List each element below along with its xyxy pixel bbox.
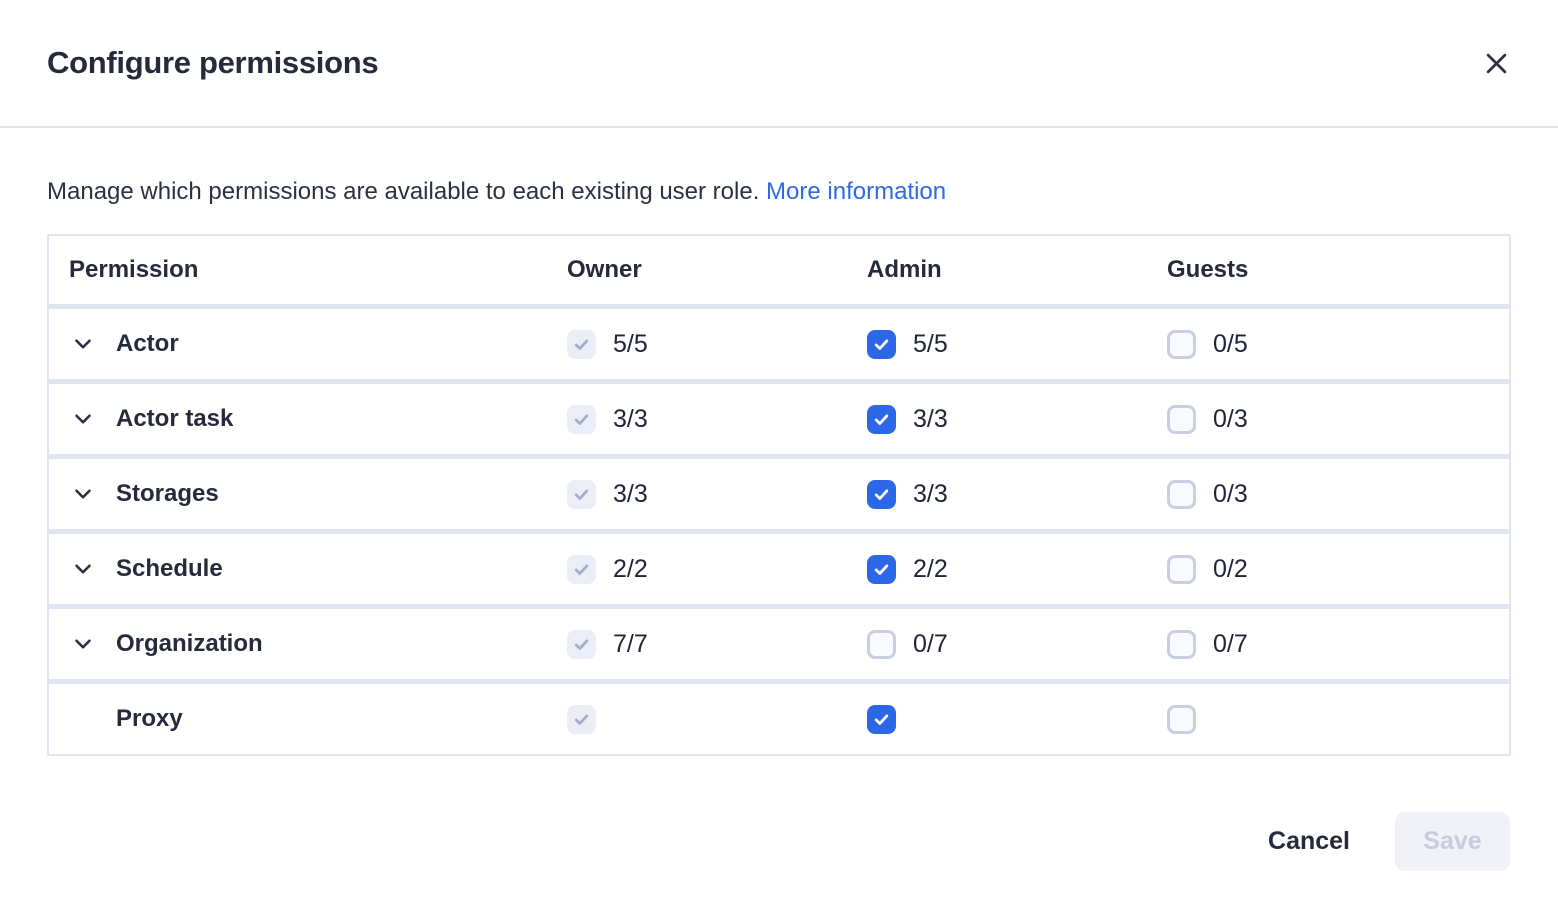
more-information-link[interactable]: More information (766, 178, 947, 205)
count-value: 0/7 (913, 629, 948, 658)
admin-cell: 3/3 (867, 404, 1167, 434)
close-button[interactable] (1473, 40, 1519, 86)
admin-cell (867, 704, 1167, 734)
owner-cell: 3/3 (567, 404, 867, 434)
modal-header: Configure permissions (0, 0, 1558, 128)
column-header-owner: Owner (567, 256, 642, 283)
chevron-down-icon[interactable] (70, 481, 96, 507)
table-row: Actor 5/5 5/5 0/5 (49, 304, 1509, 379)
guests-cell: 0/3 (1167, 479, 1509, 509)
count-value: 3/3 (913, 404, 948, 433)
guests-checkbox[interactable] (1167, 329, 1196, 359)
admin-checkbox[interactable] (867, 479, 896, 509)
admin-cell: 2/2 (867, 554, 1167, 584)
admin-checkbox[interactable] (867, 404, 896, 434)
permission-label: Organization (116, 630, 263, 657)
guests-checkbox[interactable] (1167, 479, 1196, 509)
admin-checkbox[interactable] (867, 554, 896, 584)
owner-checkbox (567, 404, 596, 434)
intro-text: Manage which permissions are available t… (47, 177, 1511, 207)
guests-cell: 0/7 (1167, 629, 1509, 659)
count-value: 2/2 (613, 554, 648, 583)
column-header-permission: Permission (69, 256, 199, 283)
admin-checkbox[interactable] (867, 329, 896, 359)
owner-cell (567, 704, 867, 734)
intro-description: Manage which permissions are available t… (47, 178, 760, 205)
owner-checkbox (567, 554, 596, 584)
guests-checkbox[interactable] (1167, 629, 1196, 659)
guests-cell (1167, 704, 1509, 734)
permission-label: Actor (116, 330, 179, 357)
count-value: 0/2 (1213, 554, 1248, 583)
permission-cell: Storages (49, 480, 567, 508)
permission-label: Proxy (116, 705, 183, 732)
guests-checkbox[interactable] (1167, 404, 1196, 434)
table-row: Schedule 2/2 2/2 0/2 (49, 529, 1509, 604)
permission-cell: Actor task (49, 405, 567, 433)
table-body: Actor 5/5 5/5 0/5 Actor task 3/3 3/3 0/3 Storage… (49, 304, 1509, 754)
admin-cell: 3/3 (867, 479, 1167, 509)
column-header-admin: Admin (867, 256, 942, 283)
table-row: Storages 3/3 3/3 0/3 (49, 454, 1509, 529)
count-value: 3/3 (613, 404, 648, 433)
guests-checkbox[interactable] (1167, 554, 1196, 584)
permission-label: Storages (116, 480, 219, 507)
count-value: 3/3 (613, 479, 648, 508)
count-value: 5/5 (613, 329, 648, 358)
chevron-down-icon[interactable] (70, 331, 96, 357)
owner-checkbox (567, 479, 596, 509)
close-icon (1481, 48, 1512, 79)
count-value: 7/7 (613, 629, 648, 658)
cancel-button[interactable]: Cancel (1268, 827, 1350, 855)
modal-title: Configure permissions (47, 45, 379, 80)
permission-label: Schedule (116, 555, 223, 582)
count-value: 0/3 (1213, 479, 1248, 508)
admin-checkbox[interactable] (867, 629, 896, 659)
guests-cell: 0/3 (1167, 404, 1509, 434)
table-row: Actor task 3/3 3/3 0/3 (49, 379, 1509, 454)
owner-cell: 5/5 (567, 329, 867, 359)
guests-cell: 0/5 (1167, 329, 1509, 359)
permissions-table: Permission Owner Admin Guests Actor 5/5 5/… (47, 234, 1511, 756)
owner-checkbox (567, 329, 596, 359)
count-value: 5/5 (913, 329, 948, 358)
permission-label: Actor task (116, 405, 234, 432)
column-header-guests: Guests (1167, 256, 1249, 283)
permission-cell: Proxy (49, 705, 567, 733)
guests-checkbox[interactable] (1167, 704, 1196, 734)
owner-cell: 2/2 (567, 554, 867, 584)
table-header-row: Permission Owner Admin Guests (49, 236, 1509, 304)
modal-body: Manage which permissions are available t… (0, 128, 1558, 812)
owner-cell: 7/7 (567, 629, 867, 659)
modal-footer: Cancel Save (0, 812, 1558, 904)
chevron-down-icon[interactable] (70, 631, 96, 657)
count-value: 0/7 (1213, 629, 1248, 658)
permission-cell: Schedule (49, 555, 567, 583)
admin-cell: 5/5 (867, 329, 1167, 359)
chevron-spacer (70, 706, 96, 732)
chevron-down-icon[interactable] (70, 556, 96, 582)
count-value: 2/2 (913, 554, 948, 583)
count-value: 0/5 (1213, 329, 1248, 358)
guests-cell: 0/2 (1167, 554, 1509, 584)
table-row: Organization 7/7 0/7 0/7 (49, 604, 1509, 679)
admin-checkbox[interactable] (867, 704, 896, 734)
table-row: Proxy (49, 679, 1509, 754)
permission-cell: Organization (49, 630, 567, 658)
chevron-down-icon[interactable] (70, 406, 96, 432)
owner-checkbox (567, 704, 596, 734)
permission-cell: Actor (49, 330, 567, 358)
count-value: 3/3 (913, 479, 948, 508)
owner-cell: 3/3 (567, 479, 867, 509)
save-button[interactable]: Save (1395, 812, 1510, 871)
admin-cell: 0/7 (867, 629, 1167, 659)
count-value: 0/3 (1213, 404, 1248, 433)
owner-checkbox (567, 629, 596, 659)
